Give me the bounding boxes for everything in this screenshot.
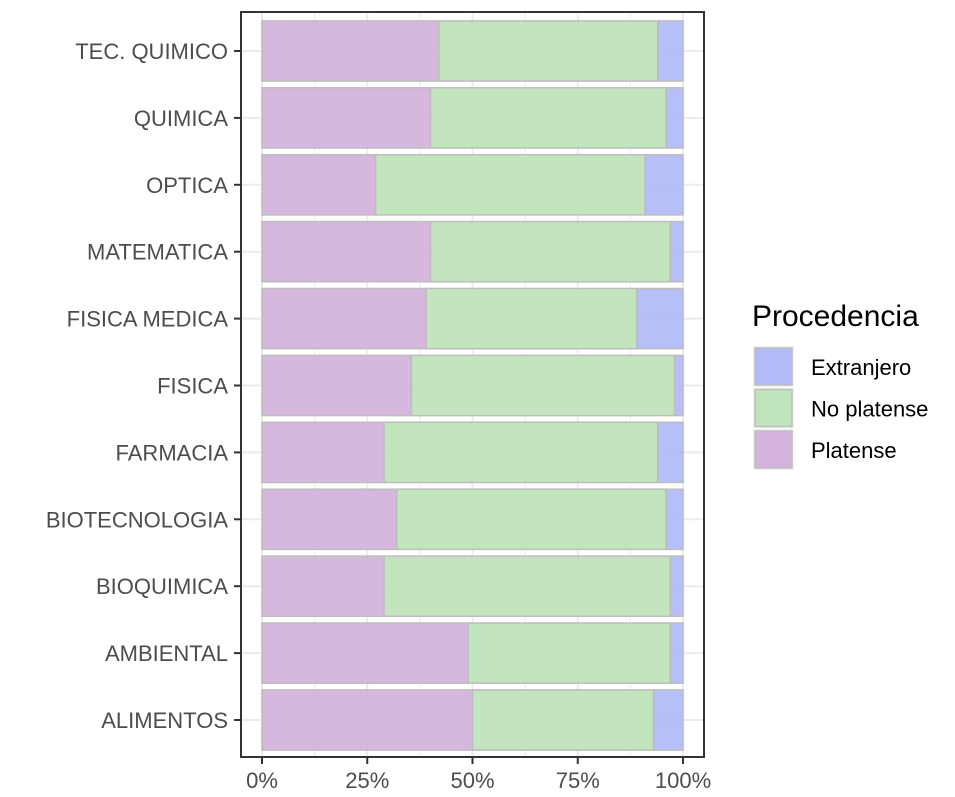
legend-swatch [754,388,793,428]
bar-segment [665,87,684,149]
y-tick-label: QUIMICA [134,106,228,131]
bar-segment [425,287,638,350]
y-tick-label: ALIMENTOS [101,708,228,733]
legend-label: Extranjero [811,355,911,380]
bar-segment [261,488,398,551]
y-tick-label: FISICA MEDICA [67,307,229,332]
bar-segment [261,87,432,149]
bar-segment [429,87,667,149]
y-tick-label: FISICA [157,374,228,399]
y-tick-label: BIOQUIMICA [96,574,228,599]
x-tick-label: 75% [556,768,600,793]
legend-swatch [754,430,793,469]
bar-segment [652,689,684,751]
x-tick-label: 100% [655,768,711,793]
y-tick-label: MATEMATICA [87,240,228,265]
bar-segment [429,220,672,283]
y-tick-label: OPTICA [146,173,228,198]
bar-segment [261,689,474,751]
bar-segment [261,421,385,484]
y-tick-label: TEC. QUIMICO [75,39,228,64]
bar-segment [261,220,432,283]
x-tick-label: 50% [450,768,494,793]
x-tick-label: 25% [345,768,389,793]
x-axis: 0% 25% 50% 75% 100% [246,757,711,793]
legend: Procedencia Extranjero No platense Platens… [752,300,928,470]
bar-segment [656,421,684,484]
bar-segment [383,555,672,618]
bar-segment [410,354,676,417]
bar-segment [261,622,470,684]
bar-segment [673,354,684,417]
bar-segment [644,153,684,216]
bar-segment [374,153,646,216]
bar-segment [261,287,427,350]
bar-segment [261,20,440,82]
legend-label: Platense [811,438,897,463]
y-tick-label: BIOTECNOLOGIA [46,507,228,532]
y-axis: TEC. QUIMICO QUIMICA OPTICA MATEMATICA FISIC… [46,39,241,733]
legend-swatch [754,347,793,386]
bar-segment [669,220,684,283]
bar-segment [467,622,672,684]
x-tick-label: 0% [246,768,278,793]
y-tick-label: FARMACIA [116,440,229,465]
bar-segment [669,555,684,618]
bar-segment [669,622,684,684]
bar-segment [665,488,684,551]
bar-segment [395,488,667,551]
bar-segment [261,354,413,417]
legend-label: No platense [811,397,928,422]
legend-title: Procedencia [752,300,919,333]
bar-segment [438,20,659,82]
bars-layer [261,20,684,751]
bar-segment [635,287,684,350]
y-tick-label: AMBIENTAL [105,641,228,666]
bar-segment [656,20,684,82]
bar-segment [383,421,659,484]
bar-segment [471,689,655,751]
bar-segment [261,153,377,216]
bar-segment [261,555,385,618]
